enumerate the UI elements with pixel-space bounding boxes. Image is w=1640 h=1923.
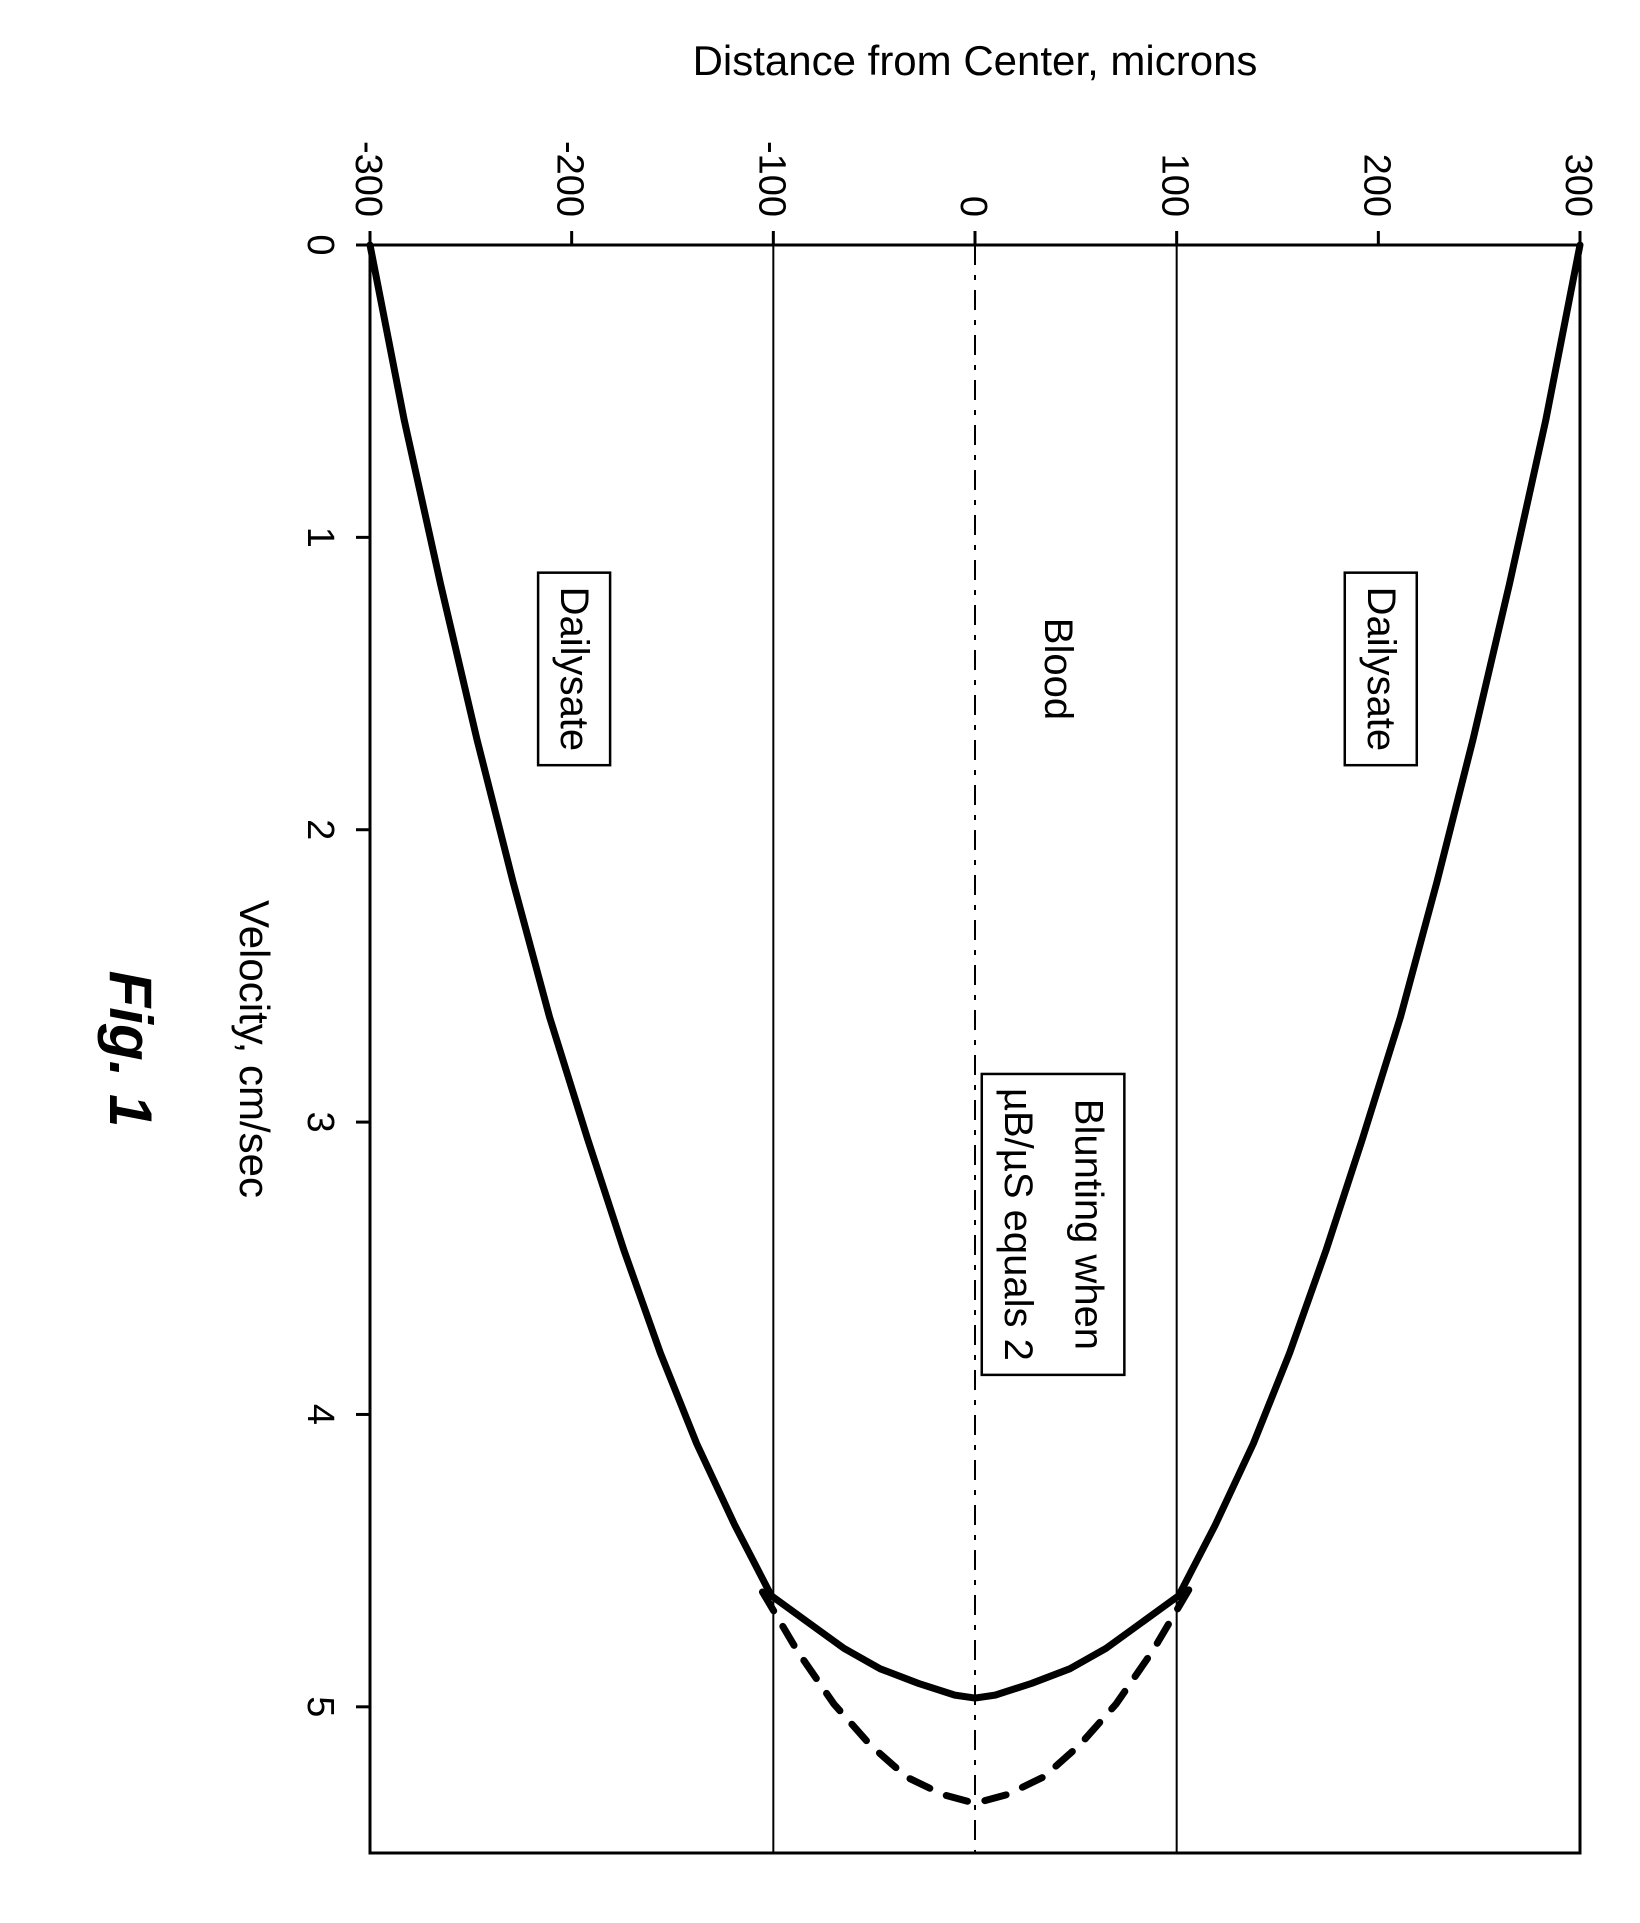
x-axis-label: Velocity, cm/sec bbox=[231, 900, 278, 1198]
x-tick-label: 1 bbox=[299, 527, 341, 548]
x-tick-label: 4 bbox=[299, 1404, 341, 1425]
y-tick-label: 0 bbox=[952, 196, 994, 217]
label-blunting-line1: Blunting when bbox=[1066, 1099, 1110, 1350]
label-blood: Blood bbox=[1036, 618, 1080, 720]
label-dailysate-top: Dailysate bbox=[1359, 587, 1403, 752]
x-tick-label: 0 bbox=[299, 234, 341, 255]
velocity-profile-chart: 0 1 2 3 4 5 -300 -200 -100 0 100 200 300 Velocity, cm… bbox=[0, 0, 1640, 1923]
figure-caption: Fig. 1 bbox=[97, 971, 164, 1128]
x-tick-label: 5 bbox=[299, 1696, 341, 1717]
label-group-blood: Blood bbox=[1036, 618, 1080, 720]
x-tick-label: 3 bbox=[299, 1112, 341, 1133]
x-tick-label: 2 bbox=[299, 819, 341, 840]
label-group-blunting: Blunting when µB/µS equals 2 bbox=[982, 1074, 1125, 1375]
label-dailysate-bottom: Dailysate bbox=[552, 587, 596, 752]
y-tick-label: -200 bbox=[549, 141, 591, 217]
rotated-plot: 0 1 2 3 4 5 -300 -200 -100 0 100 200 300 Velocity, cm… bbox=[97, 37, 1599, 1853]
y-tick-label: 200 bbox=[1355, 154, 1397, 217]
y-tick-label: -100 bbox=[750, 141, 792, 217]
label-blunting-line2: µB/µS equals 2 bbox=[996, 1088, 1040, 1361]
label-group-dailysate-bottom: Dailysate bbox=[538, 573, 610, 766]
label-group-dailysate-top: Dailysate bbox=[1345, 573, 1417, 766]
y-tick-label: 100 bbox=[1154, 154, 1196, 217]
y-axis-label: Distance from Center, microns bbox=[693, 37, 1258, 84]
y-tick-label: 300 bbox=[1557, 154, 1599, 217]
y-tick-label: -300 bbox=[347, 141, 389, 217]
